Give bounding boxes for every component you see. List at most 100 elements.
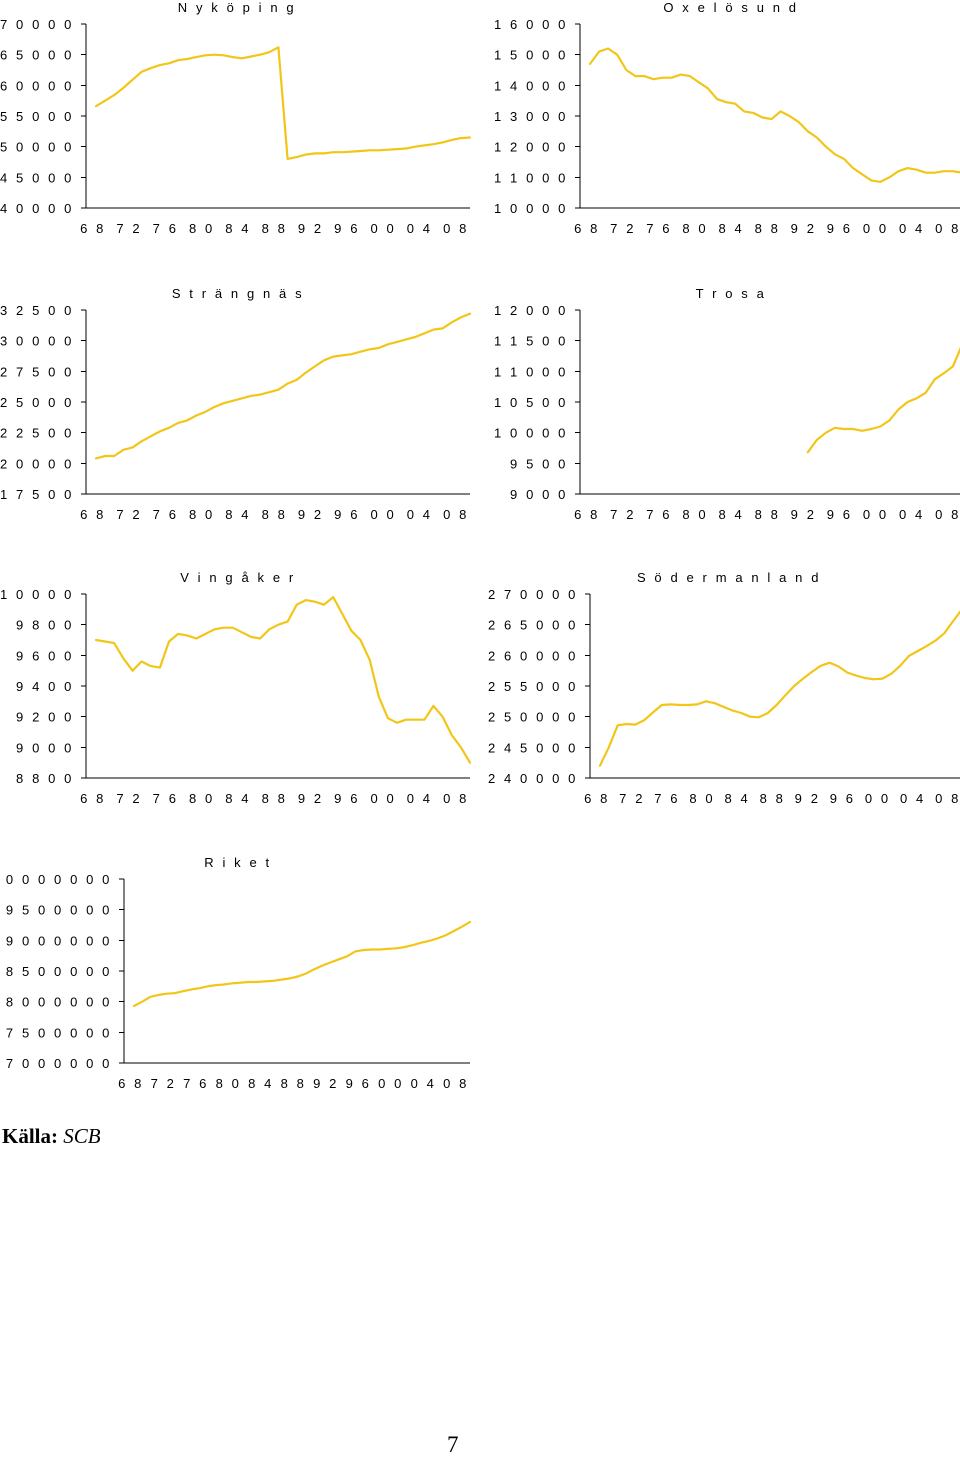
x-tick-label: 9 6: [334, 791, 360, 806]
y-tick-label: 9 2 0 0: [16, 710, 74, 725]
x-tick-label: 8 8: [262, 507, 288, 522]
chart-panel-5: V i n g å k e r 8 8 0 0 9 0 0 0 9 2 0 0 9 4 …: [0, 570, 472, 806]
x-tick-label: 0 0: [863, 507, 889, 522]
y-tick-label: 3 0 0 0 0: [0, 334, 74, 349]
chart-title: N y k ö p i n g: [178, 0, 296, 15]
x-tick-label: 0 4: [407, 791, 433, 806]
x-tick-label: 8 0: [682, 507, 708, 522]
x-tick-label: 0 8: [443, 791, 469, 806]
y-tick-label: 2 7 0 0 0 0: [488, 587, 578, 602]
chart-title: T r o s a: [696, 286, 767, 301]
x-tick-label: 8 4: [225, 791, 251, 806]
x-tick-label: 0 0: [370, 507, 396, 522]
x-tick-label: 8 8: [281, 1076, 307, 1091]
x-tick-label: 0 4: [407, 507, 433, 522]
chart-title: O x e l ö s u n d: [663, 0, 798, 15]
x-tick-label: 8 8: [262, 221, 288, 236]
x-tick-label: 9 2: [298, 507, 324, 522]
y-tick-label: 9 5 0 0: [510, 456, 568, 471]
x-tick-label: 9 2: [791, 507, 817, 522]
y-tick-label: 2 7 5 0 0: [0, 364, 74, 379]
x-tick-label: 6 8: [80, 791, 106, 806]
y-tick-label: 1 5 0 0 0: [494, 48, 568, 63]
series-line: [598, 610, 960, 767]
x-tick-label: 7 2: [116, 791, 142, 806]
x-tick-label: 8 0: [189, 221, 215, 236]
chart-panel-2: O x e l ö s u n d 1 0 0 0 0 1 1 0 0 0 1 2 0…: [494, 0, 960, 236]
x-tick-label: 0 8: [443, 507, 469, 522]
x-tick-label: 7 6: [654, 791, 680, 806]
x-tick-label: 0 4: [899, 507, 925, 522]
y-tick-label: 2 5 0 0 0 0: [488, 710, 578, 725]
series-line: [806, 346, 960, 454]
y-tick-label: 8 5 0 0 0 0 0: [6, 964, 112, 979]
x-tick-label: 0 4: [899, 221, 925, 236]
y-tick-label: 7 0 0 0 0: [0, 17, 74, 32]
x-tick-label: 0 0: [865, 791, 891, 806]
y-tick-label: 6 0 0 0 0: [0, 78, 74, 93]
y-tick-label: 1 4 0 0 0: [494, 78, 568, 93]
x-tick-label: 8 0: [682, 221, 708, 236]
x-tick-label: 0 8: [935, 507, 960, 522]
y-tick-label: 5 5 0 0 0: [0, 109, 74, 124]
x-tick-label: 0 4: [411, 1076, 437, 1091]
y-tick-label: 3 2 5 0 0: [0, 303, 74, 318]
x-tick-label: 6 8: [80, 221, 106, 236]
y-tick-label: 4 0 0 0 0: [0, 201, 74, 216]
chart-panel-1: N y k ö p i n g 4 0 0 0 0 4 5 0 0 0 5 0 0 0…: [0, 0, 472, 236]
y-tick-label: 2 0 0 0 0: [0, 456, 74, 471]
x-tick-label: 9 6: [827, 507, 853, 522]
x-tick-label: 6 8: [574, 507, 600, 522]
x-tick-label: 7 2: [610, 221, 636, 236]
x-tick-label: 7 6: [646, 507, 672, 522]
y-tick-label: 1 7 5 0 0: [0, 487, 74, 502]
y-tick-label: 1 3 0 0 0: [494, 109, 568, 124]
x-tick-label: 9 2: [298, 221, 324, 236]
y-tick-label: 1 0 5 0 0: [494, 395, 568, 410]
y-tick-label: 9 0 0 0: [16, 740, 74, 755]
y-tick-label: 2 6 5 0 0 0: [488, 618, 578, 633]
series-line: [94, 595, 472, 764]
x-tick-label: 9 6: [334, 221, 360, 236]
y-tick-label: 6 5 0 0 0: [0, 48, 74, 63]
series-line: [588, 47, 960, 183]
source-label: Källa:: [2, 1124, 58, 1148]
series-line: [94, 312, 472, 460]
y-tick-label: 2 4 5 0 0 0: [488, 740, 578, 755]
x-tick-label: 9 2: [298, 791, 324, 806]
x-tick-label: 8 8: [755, 221, 781, 236]
y-tick-label: 1 1 5 0 0: [494, 334, 568, 349]
x-tick-label: 9 6: [830, 791, 856, 806]
y-tick-label: 1 0 0 0 0: [494, 201, 568, 216]
y-tick-label: 9 8 0 0: [16, 618, 74, 633]
chart-title: R i k e t: [204, 855, 271, 870]
x-tick-label: 6 8: [584, 791, 610, 806]
x-tick-label: 8 4: [225, 221, 251, 236]
x-tick-label: 8 0: [189, 507, 215, 522]
x-tick-label: 9 2: [791, 221, 817, 236]
y-tick-label: 9 6 0 0: [16, 648, 74, 663]
y-tick-label: 9 0 0 0 0 0 0: [6, 933, 112, 948]
x-tick-label: 9 6: [827, 221, 853, 236]
x-tick-label: 0 8: [935, 791, 960, 806]
y-tick-label: 9 4 0 0: [16, 679, 74, 694]
y-tick-label: 2 5 5 0 0 0: [488, 679, 578, 694]
y-tick-label: 7 5 0 0 0 0 0: [6, 1025, 112, 1040]
x-tick-label: 0 0: [863, 221, 889, 236]
x-tick-label: 8 8: [760, 791, 786, 806]
y-tick-label: 7 0 0 0 0 0 0: [6, 1056, 112, 1071]
chart-panel-6: S ö d e r m a n l a n d 2 4 0 0 0 0 2 4 5 …: [488, 570, 960, 806]
x-tick-label: 0 0: [370, 221, 396, 236]
x-tick-label: 7 6: [153, 507, 179, 522]
y-tick-label: 8 8 0 0: [16, 771, 74, 786]
chart-panel-3: S t r ä n g n ä s 1 7 5 0 0 2 0 0 0 0 2 2 5…: [0, 286, 472, 522]
x-tick-label: 7 6: [153, 791, 179, 806]
chart-panel-4: T r o s a 9 0 0 0 9 5 0 0 1 0 0 0 0 1 0 5 0 …: [494, 286, 960, 522]
x-tick-label: 8 4: [718, 507, 744, 522]
y-tick-label: 1 1 0 0 0: [494, 170, 568, 185]
y-tick-label: 2 2 5 0 0: [0, 426, 74, 441]
x-tick-label: 8 4: [718, 221, 744, 236]
x-tick-label: 0 4: [407, 221, 433, 236]
x-tick-label: 9 6: [334, 507, 360, 522]
source-value: SCB: [63, 1124, 101, 1148]
